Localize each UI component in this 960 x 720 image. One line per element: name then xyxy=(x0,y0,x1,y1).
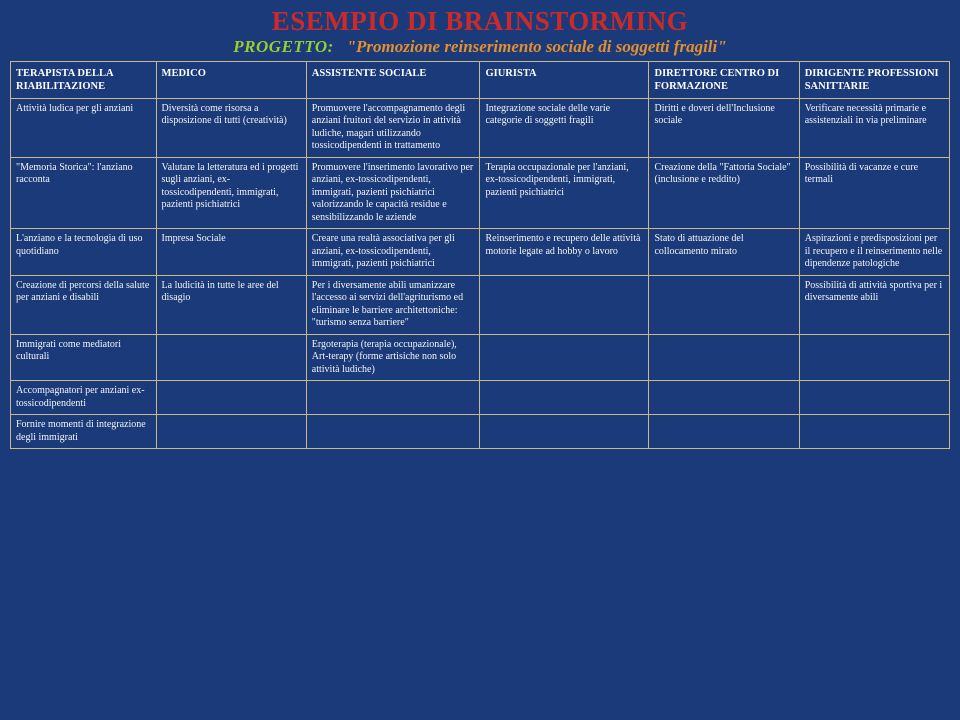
cell xyxy=(480,275,649,334)
cell: Creare una realtà associativa per gli an… xyxy=(306,229,480,276)
cell: Verificare necessità primarie e assisten… xyxy=(799,98,949,157)
cell: Diritti e doveri dell'Inclusione sociale xyxy=(649,98,799,157)
cell xyxy=(649,381,799,415)
cell: Fornire momenti di integrazione degli im… xyxy=(11,415,157,449)
table-row: Creazione di percorsi della salute per a… xyxy=(11,275,950,334)
col-header: ASSISTENTE SOCIALE xyxy=(306,61,480,98)
cell: Valutare la letteratura ed i progetti su… xyxy=(156,157,306,229)
cell: Aspirazioni e predisposizioni per il rec… xyxy=(799,229,949,276)
cell xyxy=(480,334,649,381)
cell: "Memoria Storica": l'anziano racconta xyxy=(11,157,157,229)
cell: La ludicità in tutte le aree del disagio xyxy=(156,275,306,334)
cell xyxy=(306,381,480,415)
cell: Promuovere l'accompagnamento degli anzia… xyxy=(306,98,480,157)
cell xyxy=(306,415,480,449)
cell: Integrazione sociale delle varie categor… xyxy=(480,98,649,157)
cell: L'anziano e la tecnologia di uso quotidi… xyxy=(11,229,157,276)
table-header-row: TERAPISTA DELLA RIABILITAZIONE MEDICO AS… xyxy=(11,61,950,98)
cell xyxy=(649,275,799,334)
cell xyxy=(156,334,306,381)
cell xyxy=(799,334,949,381)
col-header: MEDICO xyxy=(156,61,306,98)
cell: Promuovere l'inserimento lavorativo per … xyxy=(306,157,480,229)
project-label: PROGETTO: xyxy=(233,37,334,56)
cell: Attività ludica per gli anziani xyxy=(11,98,157,157)
cell: Ergoterapia (terapia occupazionale), Art… xyxy=(306,334,480,381)
table-row: "Memoria Storica": l'anziano racconta Va… xyxy=(11,157,950,229)
cell: Possibilità di attività sportiva per i d… xyxy=(799,275,949,334)
cell xyxy=(480,415,649,449)
cell xyxy=(480,381,649,415)
project-value: "Promozione reinserimento sociale di sog… xyxy=(347,37,727,56)
col-header: DIRIGENTE PROFESSIONI SANITTARIE xyxy=(799,61,949,98)
brainstorm-table: TERAPISTA DELLA RIABILITAZIONE MEDICO AS… xyxy=(10,61,950,450)
cell: Terapia occupazionale per l'anziani, ex-… xyxy=(480,157,649,229)
cell: Diversità come risorsa a disposizione di… xyxy=(156,98,306,157)
cell: Stato di attuazione del collocamento mir… xyxy=(649,229,799,276)
table-row: L'anziano e la tecnologia di uso quotidi… xyxy=(11,229,950,276)
cell: Per i diversamente abili umanizzare l'ac… xyxy=(306,275,480,334)
cell: Immigrati come mediatori culturali xyxy=(11,334,157,381)
table-row: Accompagnatori per anziani ex-tossicodip… xyxy=(11,381,950,415)
cell xyxy=(799,381,949,415)
cell xyxy=(799,415,949,449)
cell: Reinserimento e recupero delle attività … xyxy=(480,229,649,276)
cell: Impresa Sociale xyxy=(156,229,306,276)
header: ESEMPIO DI BRAINSTORMING PROGETTO: "Prom… xyxy=(10,6,950,57)
cell: Creazione di percorsi della salute per a… xyxy=(11,275,157,334)
table-row: Attività ludica per gli anziani Diversit… xyxy=(11,98,950,157)
cell xyxy=(156,381,306,415)
cell: Accompagnatori per anziani ex-tossicodip… xyxy=(11,381,157,415)
cell: Possibilità di vacanze e cure termali xyxy=(799,157,949,229)
cell: Creazione della "Fattoria Sociale" (incl… xyxy=(649,157,799,229)
cell xyxy=(649,415,799,449)
cell xyxy=(156,415,306,449)
cell xyxy=(649,334,799,381)
col-header: DIRETTORE CENTRO DI FORMAZIONE xyxy=(649,61,799,98)
col-header: TERAPISTA DELLA RIABILITAZIONE xyxy=(11,61,157,98)
page-title: ESEMPIO DI BRAINSTORMING xyxy=(10,6,950,37)
table-row: Fornire momenti di integrazione degli im… xyxy=(11,415,950,449)
subtitle: PROGETTO: "Promozione reinserimento soci… xyxy=(10,37,950,57)
table-row: Immigrati come mediatori culturali Ergot… xyxy=(11,334,950,381)
col-header: GIURISTA xyxy=(480,61,649,98)
